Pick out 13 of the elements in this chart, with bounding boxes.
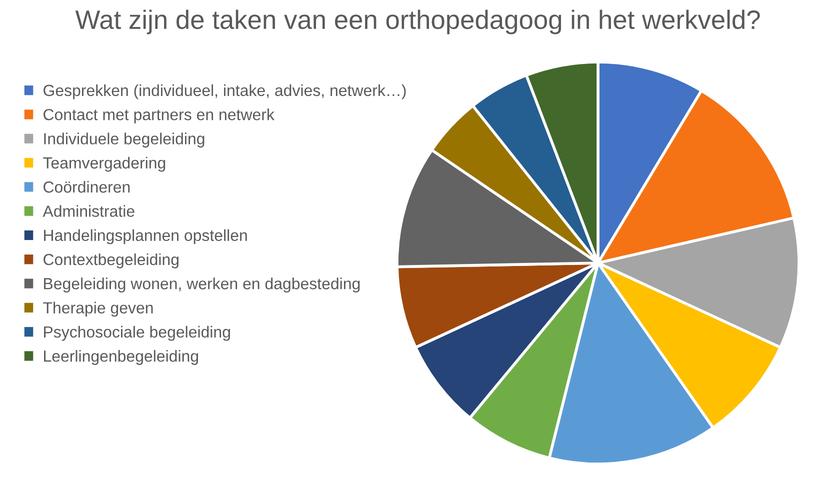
legend-label: Leerlingenbegeleiding: [44, 350, 198, 365]
legend-label: Psychosociale begeleiding: [44, 326, 230, 341]
legend-label: Individuele begeleiding: [44, 132, 204, 148]
legend-label: Administratie: [42, 205, 134, 217]
legend-label: Therapie geven: [43, 302, 153, 317]
legend-label: Handelingsplannen opstellen: [44, 229, 247, 244]
legend-label: Begeleiding wonen, werken en dagbesteding: [44, 278, 360, 292]
legend-label: Coördineren: [44, 180, 130, 193]
legend-label: Teamvergadering: [43, 156, 166, 172]
legend-label: Contextbegeleiding: [44, 253, 178, 268]
chart-title: Wat zijn de taken van een orthopedagoog in het werkveld?: [75, 10, 760, 34]
legend-label: Gesprekken (individueel, intake, advies, netwerk…): [44, 84, 406, 100]
legend-label: Contact met partners en netwerk: [44, 108, 274, 124]
